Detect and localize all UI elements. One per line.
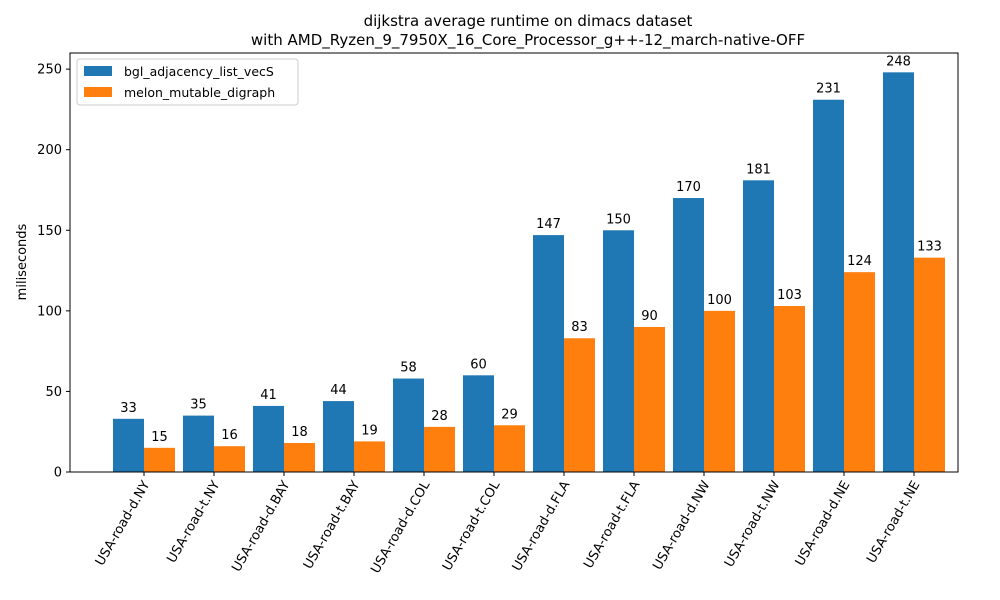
x-tick-label: USA-road-t.COL [440, 478, 504, 574]
bar-bgl-3 [323, 401, 354, 472]
data-label-bgl-5: 60 [470, 357, 487, 372]
y-axis: 0 50 100 150 200 250 [37, 63, 70, 481]
data-label-melon-8: 100 [707, 293, 732, 308]
data-label-melon-9: 103 [777, 288, 802, 303]
data-labels-group: 33 35 41 44 58 60 147 150 170 181 231 248 15 16 18 19 28… [120, 54, 942, 444]
data-label-bgl-0: 33 [120, 401, 137, 416]
bar-melon-8 [704, 310, 735, 472]
x-tick-label: USA-road-d.BAY [229, 478, 293, 574]
data-label-bgl-11: 248 [886, 54, 911, 69]
data-label-melon-5: 29 [501, 407, 518, 422]
bar-melon-10 [844, 272, 875, 472]
legend-label-bgl: bgl_adjacency_list_vecS [124, 64, 274, 79]
bar-melon-7 [634, 326, 665, 472]
data-label-bgl-1: 35 [190, 398, 207, 413]
plot-frame [69, 52, 959, 473]
bar-bgl-10 [813, 99, 844, 472]
legend-box [76, 58, 299, 106]
y-tick-label: 0 [54, 466, 62, 481]
x-axis: USA-road-d.NY USA-road-t.NY USA-road-d.BAY… [93, 472, 923, 576]
bar-melon-2 [284, 442, 315, 472]
data-label-bgl-6: 147 [536, 217, 561, 232]
bar-melon-9 [774, 306, 805, 472]
data-label-melon-7: 90 [641, 309, 658, 324]
y-tick-label: 250 [37, 63, 62, 78]
data-label-melon-2: 18 [291, 425, 308, 440]
bar-melon-5 [494, 425, 525, 472]
bar-bgl-0 [113, 418, 144, 472]
legend-swatch-bgl [84, 66, 112, 76]
bar-melon-4 [424, 426, 455, 472]
y-tick-label: 50 [45, 385, 62, 400]
x-tick-label: USA-road-t.NW [722, 478, 784, 570]
bar-melon-0 [144, 447, 175, 472]
bar-bgl-11 [883, 72, 914, 472]
data-label-bgl-3: 44 [330, 383, 347, 398]
bar-bgl-5 [463, 375, 494, 472]
x-tick-label: USA-road-t.BAY [301, 478, 364, 571]
x-tick-label: USA-road-t.NE [864, 479, 923, 567]
data-label-bgl-2: 41 [260, 388, 277, 403]
legend-swatch-melon [84, 87, 112, 97]
data-label-melon-6: 83 [571, 320, 588, 335]
x-tick-label: USA-road-d.COL [368, 478, 433, 576]
data-label-bgl-4: 58 [400, 361, 417, 376]
data-label-melon-1: 16 [221, 428, 238, 443]
data-label-bgl-7: 150 [606, 212, 631, 227]
bar-bgl-4 [393, 378, 424, 472]
chart-title: dijkstra average runtime on dimacs datas… [364, 12, 693, 30]
legend: bgl_adjacency_list_vecS melon_mutable_di… [76, 58, 299, 106]
x-tick-label: USA-road-d.NY [93, 478, 154, 568]
bars-group [113, 72, 945, 473]
x-tick-label: USA-road-t.NY [164, 478, 223, 565]
data-label-melon-0: 15 [151, 430, 168, 445]
x-tick-label: USA-road-d.FLA [510, 478, 574, 574]
x-tick-label: USA-road-d.NE [793, 479, 854, 569]
data-label-melon-4: 28 [431, 409, 448, 424]
bar-bgl-7 [603, 230, 634, 472]
y-tick-label: 100 [37, 304, 62, 319]
data-label-melon-10: 124 [847, 254, 872, 269]
bar-bgl-1 [183, 415, 214, 472]
chart-subtitle: with AMD_Ryzen_9_7950X_16_Core_Processor… [251, 31, 805, 50]
y-tick-label: 150 [37, 224, 62, 239]
x-tick-label: USA-road-d.NW [650, 478, 713, 572]
bar-bgl-8 [673, 198, 704, 473]
bar-melon-11 [914, 257, 945, 472]
y-tick-label: 200 [37, 143, 62, 158]
legend-label-melon: melon_mutable_digraph [124, 85, 275, 100]
bar-bgl-2 [253, 405, 284, 472]
data-label-bgl-8: 170 [676, 180, 701, 195]
plot-area: 33 35 41 44 58 60 147 150 170 181 231 248 15 16 18 19 28… [69, 52, 959, 473]
x-tick-label: USA-road-t.FLA [581, 478, 643, 571]
y-axis-label: miliseconds [15, 223, 30, 300]
bar-bgl-9 [743, 180, 774, 473]
bar-melon-3 [354, 441, 385, 472]
data-label-bgl-9: 181 [746, 162, 771, 177]
bar-melon-6 [564, 338, 595, 472]
data-label-melon-11: 133 [917, 240, 942, 255]
data-label-bgl-10: 231 [816, 82, 841, 97]
bar-bgl-6 [533, 235, 564, 472]
data-label-melon-3: 19 [361, 423, 378, 438]
bar-melon-1 [214, 446, 245, 472]
